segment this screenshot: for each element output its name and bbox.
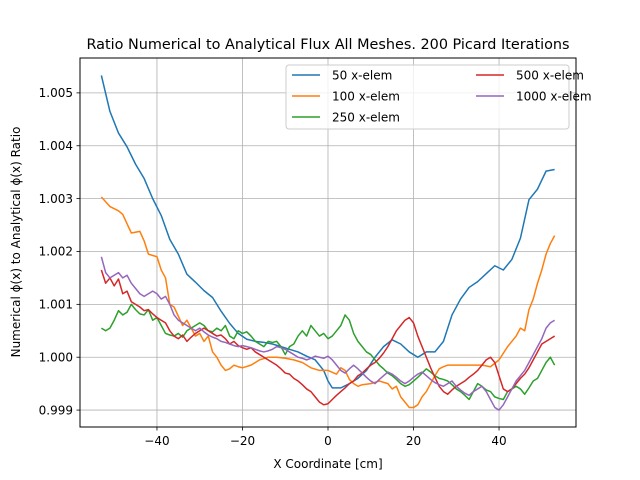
series-lines xyxy=(100,75,556,411)
y-axis-label: Numerical ϕ(x) to Analytical ϕ(x) Ratio xyxy=(9,127,23,358)
x-tick-label: −40 xyxy=(144,434,169,448)
legend-label: 100 x-elem xyxy=(332,89,400,103)
x-axis-ticks: −40 −20 0 20 40 xyxy=(144,427,507,448)
x-tick-label: −20 xyxy=(230,434,255,448)
legend-label: 250 x-elem xyxy=(332,110,400,124)
x-tick-label: 20 xyxy=(406,434,421,448)
x-axis-label: X Coordinate [cm] xyxy=(273,457,382,471)
y-tick-label: 1.005 xyxy=(39,86,73,100)
legend-label: 50 x-elem xyxy=(332,68,392,82)
series-line-4 xyxy=(100,269,556,406)
x-tick-label: 0 xyxy=(324,434,332,448)
y-tick-label: 1.001 xyxy=(39,298,73,312)
y-tick-label: 1.002 xyxy=(39,245,73,259)
series-line-5 xyxy=(100,256,556,411)
legend: 50 x-elem 100 x-elem 250 x-elem 500 x-elem 1… xyxy=(285,64,592,130)
y-axis-ticks: 0.999 1.000 1.001 1.002 1.003 1.004 1.005 xyxy=(39,86,80,417)
y-tick-label: 0.999 xyxy=(39,403,73,417)
legend-box xyxy=(285,64,570,130)
y-tick-label: 1.004 xyxy=(39,139,73,153)
legend-label: 1000 x-elem xyxy=(516,89,592,103)
series-line-2 xyxy=(100,196,556,409)
legend-label: 500 x-elem xyxy=(516,68,584,82)
y-tick-label: 1.003 xyxy=(39,192,73,206)
x-tick-label: 40 xyxy=(491,434,506,448)
y-tick-label: 1.000 xyxy=(39,350,73,364)
series-line-3 xyxy=(100,303,556,401)
chart-title: Ratio Numerical to Analytical Flux All M… xyxy=(86,37,569,53)
series-line-1 xyxy=(100,75,555,389)
